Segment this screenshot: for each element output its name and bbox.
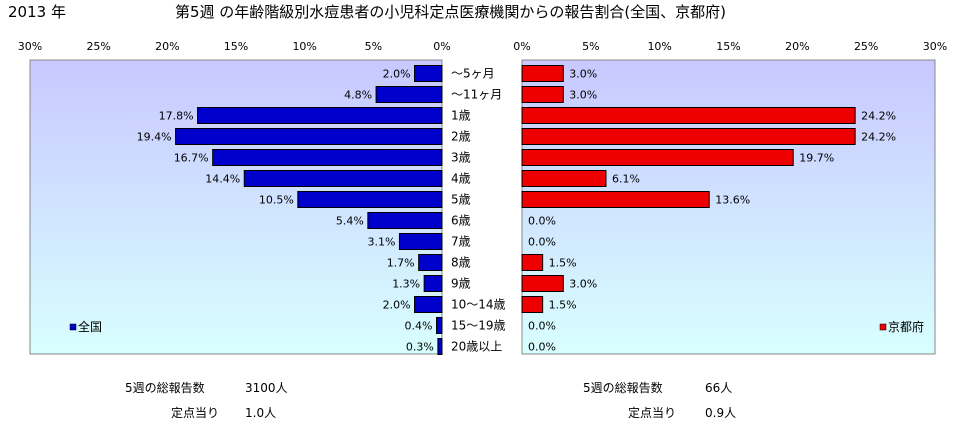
national-data-label: 4.8%	[344, 89, 372, 102]
national-data-label: 0.4%	[405, 320, 433, 333]
age-category-label: 5歳	[451, 193, 471, 207]
national-data-label: 17.8%	[159, 110, 194, 123]
national-bar	[423, 275, 443, 292]
age-category-label: 10～14歳	[451, 298, 506, 312]
national-bar	[418, 254, 443, 271]
kyoto-data-label: 3.0%	[569, 68, 597, 81]
national-bar	[414, 65, 443, 82]
kyoto-bar	[521, 275, 564, 292]
national-data-label: 16.7%	[174, 152, 209, 165]
kyoto-x-tick-label: 10%	[647, 40, 671, 53]
national-data-label: 14.4%	[205, 173, 240, 186]
age-category-label: 1歳	[451, 109, 471, 123]
national-data-label: 1.7%	[387, 257, 415, 270]
national-per-label: 定点当り	[171, 406, 220, 420]
kyoto-bar	[521, 170, 607, 187]
kyoto-legend-swatch	[879, 323, 887, 331]
age-category-label: 8歳	[451, 256, 471, 270]
age-category-label: 20歳以上	[451, 340, 502, 354]
kyoto-data-label: 6.1%	[612, 173, 640, 186]
national-legend-swatch	[69, 323, 77, 331]
kyoto-bar	[521, 149, 794, 166]
national-data-label: 10.5%	[259, 194, 294, 207]
national-x-tick-label: 5%	[365, 40, 382, 53]
kyoto-bar	[521, 254, 544, 271]
age-category-label: 9歳	[451, 277, 471, 291]
kyoto-data-label: 0.0%	[528, 236, 556, 249]
kyoto-data-label: 3.0%	[569, 89, 597, 102]
kyoto-total-value: 66人	[705, 381, 733, 395]
national-bar	[436, 317, 443, 334]
kyoto-data-label: 3.0%	[569, 278, 597, 291]
kyoto-x-tick-label: 20%	[785, 40, 809, 53]
national-total-value: 3100人	[245, 381, 288, 395]
national-bar	[367, 212, 443, 229]
kyoto-bar	[521, 296, 544, 313]
age-category-label: 4歳	[451, 172, 471, 186]
kyoto-bar	[521, 107, 856, 124]
national-x-tick-label: 15%	[224, 40, 248, 53]
kyoto-data-label: 0.0%	[528, 320, 556, 333]
national-x-tick-label: 20%	[155, 40, 179, 53]
kyoto-x-tick-label: 25%	[854, 40, 878, 53]
national-data-label: 0.3%	[406, 341, 434, 354]
national-bar	[398, 233, 443, 250]
national-data-label: 2.0%	[383, 68, 411, 81]
kyoto-data-label: 0.0%	[528, 215, 556, 228]
national-x-tick-label: 25%	[86, 40, 110, 53]
kyoto-data-label: 1.5%	[549, 257, 577, 270]
kyoto-total-label: 5週の総報告数	[583, 381, 663, 395]
kyoto-per-label: 定点当り	[628, 406, 677, 420]
kyoto-legend-label: 京都府	[888, 319, 924, 334]
national-bar	[297, 191, 443, 208]
national-data-label: 1.3%	[392, 278, 420, 291]
chart-title: 第5週 の年齢階級別水痘患者の小児科定点医療機関からの報告割合(全国、京都府)	[175, 3, 726, 21]
national-bar	[175, 128, 443, 145]
kyoto-bar	[521, 86, 564, 103]
national-bar	[243, 170, 443, 187]
kyoto-x-tick-label: 5%	[582, 40, 599, 53]
kyoto-x-tick-label: 15%	[716, 40, 740, 53]
kyoto-data-label: 24.2%	[861, 110, 896, 123]
kyoto-data-label: 13.6%	[715, 194, 750, 207]
national-per-value: 1.0人	[245, 406, 277, 420]
kyoto-per-value: 0.9人	[705, 406, 737, 420]
age-category-label: 6歳	[451, 214, 471, 228]
kyoto-bar	[521, 191, 710, 208]
national-x-tick-label: 10%	[292, 40, 316, 53]
kyoto-x-tick-label: 30%	[923, 40, 947, 53]
age-category-label: 15～19歳	[451, 319, 506, 333]
year-label: 2013 年	[8, 3, 66, 21]
national-x-tick-label: 30%	[18, 40, 42, 53]
national-bar	[212, 149, 443, 166]
national-total-label: 5週の総報告数	[125, 381, 205, 395]
age-category-label: 7歳	[451, 235, 471, 249]
age-category-label: ～11ヶ月	[451, 88, 502, 102]
national-data-label: 19.4%	[137, 131, 172, 144]
age-category-label: 3歳	[451, 151, 471, 165]
kyoto-bar	[521, 128, 856, 145]
national-data-label: 5.4%	[336, 215, 364, 228]
national-bar	[437, 338, 443, 355]
national-bar	[414, 296, 443, 313]
national-legend-label: 全国	[78, 319, 102, 334]
age-category-label: ～5ヶ月	[451, 67, 495, 81]
kyoto-x-tick-label: 0%	[513, 40, 530, 53]
age-category-label: 2歳	[451, 130, 471, 144]
kyoto-data-label: 0.0%	[528, 341, 556, 354]
national-data-label: 2.0%	[383, 299, 411, 312]
national-x-tick-label: 0%	[433, 40, 450, 53]
kyoto-data-label: 1.5%	[549, 299, 577, 312]
kyoto-data-label: 24.2%	[861, 131, 896, 144]
national-bar	[197, 107, 443, 124]
national-data-label: 3.1%	[367, 236, 395, 249]
national-bar	[375, 86, 443, 103]
kyoto-bar	[521, 65, 564, 82]
kyoto-data-label: 19.7%	[799, 152, 834, 165]
